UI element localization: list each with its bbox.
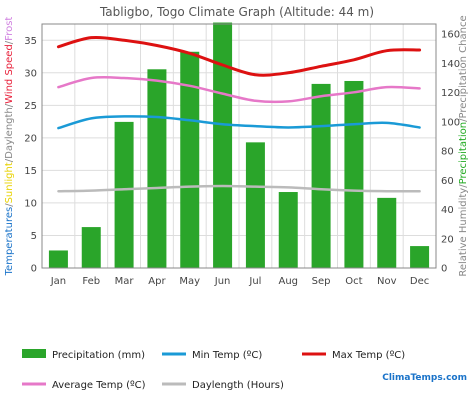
precipitation-bar [114, 121, 134, 268]
precipitation-bar [147, 69, 167, 268]
y-right-tick-label: 20 [441, 234, 454, 245]
y-right-tick-label: 160 [441, 30, 460, 41]
x-tick-label: Dec [410, 276, 429, 287]
y-left-tick-label: 35 [24, 36, 37, 47]
plot-frame [41, 23, 437, 269]
x-tick-label: Apr [148, 276, 166, 287]
x-tick-label: Mar [115, 276, 135, 287]
brand-watermark: ClimaTemps.com [382, 373, 467, 383]
legend-label: Min Temp (ºC) [192, 350, 262, 361]
legend-label: Precipitation (mm) [52, 350, 145, 361]
daylength-line [57, 184, 421, 193]
y-right-tick-label: 0 [441, 264, 447, 275]
y-left-tick-label: 25 [24, 101, 37, 112]
y-left-tick-label: 0 [31, 264, 37, 275]
precipitation-bars [48, 22, 430, 269]
x-tick-label: Jan [50, 276, 66, 287]
gridlines [42, 24, 436, 268]
legend-item: Max Temp (ºC) [302, 350, 405, 361]
precipitation-bar [278, 192, 298, 268]
x-tick-label: Jul [248, 276, 261, 287]
max-temp-line [56, 35, 422, 77]
x-tick-label: Nov [377, 276, 397, 287]
average-temp-line [57, 75, 421, 104]
y-right-tick-label: 60 [441, 176, 454, 187]
legend-label: Daylength (Hours) [192, 380, 284, 391]
x-tick-label: Jun [214, 276, 231, 287]
precipitation-bar [81, 227, 101, 268]
series-lines [56, 35, 422, 193]
legend: Precipitation (mm) Min Temp (ºC) Max Temp … [22, 349, 405, 391]
y-right-tick-label: 80 [441, 147, 454, 158]
precipitation-bar [344, 80, 364, 269]
precipitation-bar [213, 22, 233, 268]
legend-label: Max Temp (ºC) [332, 350, 405, 361]
x-tick-label: Sep [312, 276, 331, 287]
precipitation-bar [377, 197, 397, 268]
min-temp-line [57, 115, 421, 130]
legend-item: Average Temp (ºC) [22, 380, 146, 391]
legend-swatch [22, 349, 46, 358]
legend-item: Precipitation (mm) [22, 349, 145, 361]
legend-item: Daylength (Hours) [162, 380, 284, 391]
precipitation-bar [410, 246, 430, 268]
precipitation-bar [180, 51, 200, 268]
y-right-tick-label: 120 [441, 88, 460, 99]
y-left-tick-label: 10 [24, 198, 37, 209]
y-left-tick-label: 5 [31, 231, 37, 242]
y-left-tick-label: 30 [24, 68, 37, 79]
precipitation-bar [245, 142, 265, 268]
y-right-tick-label: 140 [441, 59, 460, 70]
x-tick-label: Feb [82, 276, 100, 287]
x-tick-label: Oct [345, 276, 362, 287]
y-right-tick-label: 40 [441, 205, 454, 216]
x-tick-label: May [179, 276, 200, 287]
legend-label: Average Temp (ºC) [52, 380, 146, 391]
chart-title: Tabligbo, Togo Climate Graph (Altitude: … [99, 5, 374, 19]
x-tick-label: Aug [278, 276, 298, 287]
axes: 0 5 10 15 20 25 30 35 0 20 40 60 80 100 120 140 160 Jan Fe… [24, 23, 460, 287]
y-axis-label-right: Relative Humidity/Precipitation/Precipit… [458, 15, 469, 276]
precipitation-bar [48, 250, 68, 268]
legend-item: Min Temp (ºC) [162, 350, 262, 361]
y-left-tick-label: 15 [24, 166, 37, 177]
precipitation-bar [311, 83, 331, 268]
y-left-tick-label: 20 [24, 133, 37, 144]
y-right-tick-label: 100 [441, 117, 460, 128]
y-axis-label-left: Temperatures/Sunlight/Daylength/Wind Spe… [4, 17, 15, 277]
